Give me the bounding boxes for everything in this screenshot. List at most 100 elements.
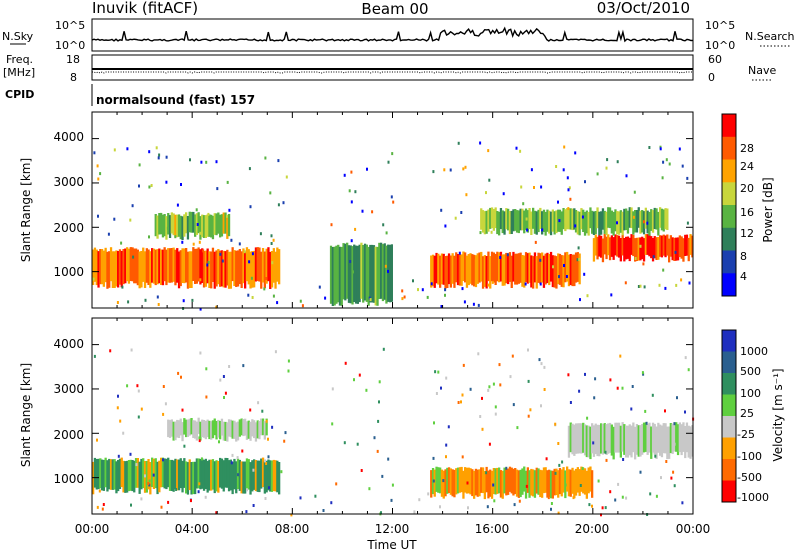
data-cell [199, 458, 202, 490]
data-cell [285, 175, 288, 179]
data-cell [583, 272, 586, 276]
data-cell [117, 460, 120, 492]
data-cell [356, 442, 359, 446]
data-cell [166, 226, 169, 230]
data-cell [274, 350, 277, 354]
data-cell [616, 386, 619, 390]
data-cell [455, 252, 458, 283]
data-cell [206, 460, 209, 493]
data-cell [248, 260, 251, 264]
data-cell [118, 249, 122, 285]
data-cell [662, 160, 665, 164]
data-cell [515, 146, 518, 150]
data-cell [498, 211, 501, 236]
data-cell [116, 406, 119, 410]
data-cell [612, 426, 615, 460]
data-cell [179, 458, 182, 489]
data-cell [208, 214, 211, 237]
data-cell [126, 384, 129, 388]
data-cell [175, 488, 178, 491]
data-cell [684, 426, 687, 459]
data-cell [215, 511, 218, 515]
data-cell [280, 470, 283, 474]
data-cell [514, 209, 517, 231]
data-cell [521, 468, 524, 495]
data-cell [528, 470, 531, 498]
data-cell [578, 211, 581, 236]
data-cell [170, 419, 173, 437]
data-cell [479, 415, 482, 418]
data-cell [434, 370, 437, 374]
data-cell [354, 227, 357, 231]
data-cell [174, 214, 177, 238]
vel-cb-neg25: -25 [737, 428, 755, 441]
data-cell [659, 207, 662, 228]
data-cell [541, 252, 544, 283]
data-cell [215, 160, 218, 164]
data-cell [329, 245, 333, 304]
data-cell [368, 487, 371, 491]
data-cell [466, 481, 469, 485]
data-cell [523, 255, 526, 288]
data-cell [477, 303, 480, 307]
data-cell [185, 248, 188, 283]
data-cell [433, 469, 436, 497]
noise-left-tick-top: 10^5 [55, 19, 85, 32]
data-cell [120, 241, 123, 245]
data-cell [129, 452, 132, 456]
data-cell [535, 211, 538, 235]
data-cell [256, 460, 259, 492]
data-cell [265, 248, 268, 284]
data-cell [587, 425, 590, 458]
data-cell [529, 408, 532, 412]
data-cell [198, 439, 201, 443]
data-cell [219, 250, 222, 287]
data-cell [442, 479, 445, 483]
data-cell [97, 251, 100, 288]
data-cell [473, 254, 476, 287]
data-cell [258, 247, 261, 282]
colorbar-segment [722, 351, 736, 374]
data-cell [646, 234, 649, 255]
data-cell [432, 479, 435, 483]
data-cell [614, 234, 617, 256]
data-cell [102, 459, 105, 491]
data-cell [174, 421, 177, 441]
data-cell [238, 242, 241, 246]
data-cell [578, 253, 581, 285]
data-cell [560, 469, 563, 497]
data-cell [653, 236, 656, 259]
data-cell [213, 418, 216, 436]
data-cell [197, 212, 200, 234]
data-cell [226, 458, 229, 488]
data-cell [641, 424, 644, 455]
data-cell [204, 495, 207, 499]
data-cell [192, 211, 195, 233]
data-cell [96, 438, 98, 442]
data-cell [170, 248, 173, 283]
data-cell [101, 507, 104, 511]
data-cell [240, 251, 243, 288]
data-cell [646, 221, 649, 225]
data-cell [524, 252, 528, 282]
data-cell [222, 460, 225, 492]
data-cell [206, 419, 209, 438]
data-cell [350, 239, 353, 243]
data-cell [541, 470, 544, 498]
data-cell [222, 375, 225, 378]
data-cell [213, 251, 216, 289]
data-cell [349, 245, 352, 304]
data-cell [532, 256, 535, 289]
data-cell [167, 500, 170, 504]
data-cell [461, 455, 464, 459]
data-cell [249, 251, 252, 289]
data-cell [528, 252, 531, 283]
data-cell [463, 300, 466, 304]
data-cell [186, 251, 190, 289]
data-cell [440, 208, 443, 212]
data-cell [483, 255, 486, 287]
data-cell [662, 234, 665, 256]
data-cell [664, 235, 667, 258]
data-cell [244, 251, 247, 289]
